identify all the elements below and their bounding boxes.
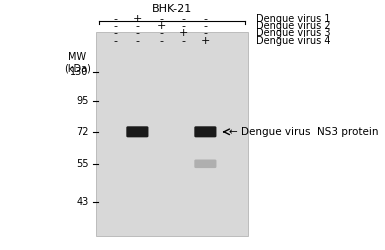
Text: -: -	[203, 14, 208, 24]
Text: MW
(kDa): MW (kDa)	[64, 52, 91, 74]
Text: 95: 95	[76, 96, 89, 106]
Text: -: -	[159, 36, 163, 46]
Text: 55: 55	[76, 159, 89, 169]
Text: -: -	[136, 28, 139, 38]
Text: +: +	[201, 36, 210, 46]
Text: 72: 72	[76, 127, 89, 137]
Text: -: -	[181, 14, 185, 24]
Text: -: -	[113, 21, 117, 31]
Text: 130: 130	[70, 66, 89, 76]
Text: Dengue virus 1: Dengue virus 1	[256, 14, 330, 24]
Text: Dengue virus 4: Dengue virus 4	[256, 36, 330, 46]
Text: -: -	[203, 28, 208, 38]
Text: Dengue virus 2: Dengue virus 2	[256, 21, 331, 31]
Text: -: -	[181, 21, 185, 31]
Text: BHK-21: BHK-21	[152, 4, 192, 14]
Text: Dengue virus 3: Dengue virus 3	[256, 28, 330, 38]
FancyBboxPatch shape	[126, 126, 149, 137]
Text: -: -	[203, 21, 208, 31]
Text: 43: 43	[76, 197, 89, 207]
Text: -: -	[136, 21, 139, 31]
FancyBboxPatch shape	[194, 160, 216, 168]
Text: -: -	[136, 36, 139, 46]
Text: -: -	[181, 36, 185, 46]
Text: -: -	[113, 28, 117, 38]
Text: -: -	[159, 28, 163, 38]
Text: -: -	[159, 14, 163, 24]
Text: ← Dengue virus  NS3 protein: ← Dengue virus NS3 protein	[229, 127, 378, 137]
Text: -: -	[113, 14, 117, 24]
FancyBboxPatch shape	[194, 126, 216, 137]
Text: +: +	[133, 14, 142, 24]
Text: +: +	[179, 28, 188, 38]
Text: -: -	[113, 36, 117, 46]
FancyBboxPatch shape	[96, 32, 248, 236]
Text: +: +	[156, 21, 166, 31]
